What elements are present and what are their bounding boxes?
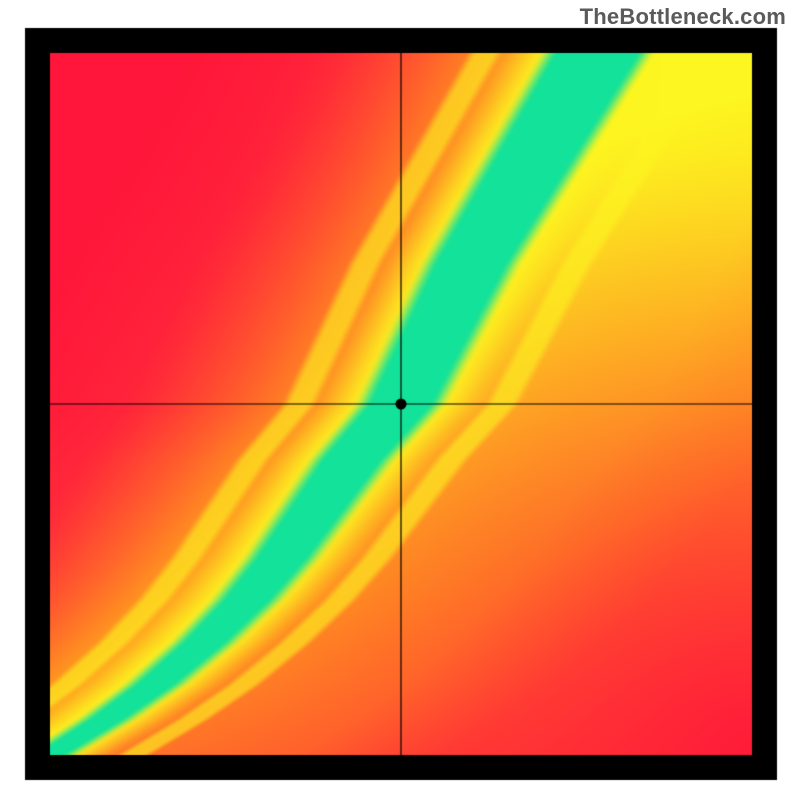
watermark-text: TheBottleneck.com — [580, 4, 786, 30]
heatmap-canvas — [0, 0, 800, 800]
chart-container: TheBottleneck.com — [0, 0, 800, 800]
